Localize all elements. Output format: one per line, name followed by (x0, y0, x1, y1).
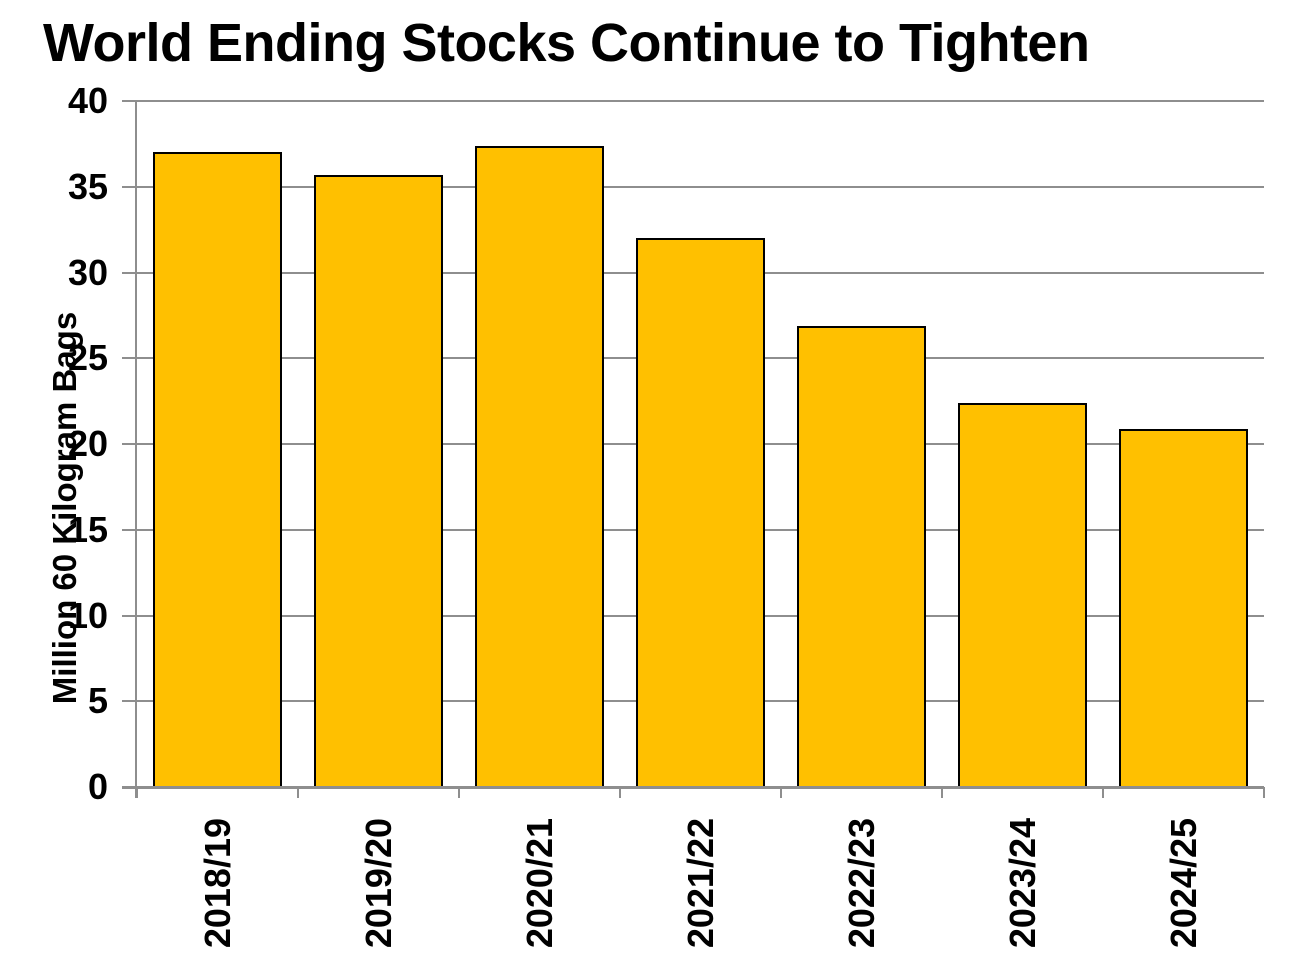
bar-2023/24 (958, 402, 1087, 788)
x-axis-tick (780, 787, 782, 798)
x-axis-label: 2018/19 (196, 818, 238, 949)
x-axis-tick (941, 787, 943, 798)
y-axis-line (135, 100, 137, 798)
y-axis-tick-label: 20 (67, 423, 108, 464)
x-axis-label: 2020/21 (518, 818, 560, 949)
y-axis-tick (122, 700, 137, 703)
y-axis-tick (122, 357, 137, 360)
y-axis-tick (122, 443, 137, 445)
y-axis-tick (122, 100, 137, 102)
x-axis-tick (1263, 787, 1265, 798)
bar-2024/25 (1119, 428, 1248, 788)
bar-2018/19 (153, 152, 282, 788)
bar-2019/20 (314, 174, 443, 788)
y-axis-tick-label: 40 (67, 80, 108, 121)
x-axis-label: 2019/20 (357, 818, 399, 949)
x-axis-label: 2023/24 (1001, 818, 1043, 949)
bar-2021/22 (636, 238, 765, 788)
x-axis-label: 2024/25 (1162, 818, 1204, 949)
y-axis-tick (122, 271, 137, 274)
y-axis-tick (122, 185, 137, 188)
bar-2022/23 (797, 325, 926, 788)
y-axis-tick-label: 0 (87, 766, 108, 807)
x-axis-tick (458, 787, 460, 798)
y-axis-tick-label: 5 (87, 680, 108, 722)
y-axis-tick-label: 25 (67, 337, 108, 379)
x-axis-line (122, 786, 1264, 789)
y-axis-tick (122, 528, 137, 531)
x-axis-label: 2022/23 (840, 818, 882, 949)
x-axis-tick (136, 787, 138, 798)
y-axis-tick (122, 614, 137, 617)
y-axis-tick-label: 10 (67, 594, 108, 636)
x-axis-tick (297, 787, 299, 798)
gridline (137, 185, 1264, 188)
y-axis-tick-label: 30 (67, 251, 108, 293)
chart-title: World Ending Stocks Continue to Tighten (43, 13, 1090, 73)
y-axis-tick-label: 15 (67, 508, 108, 550)
x-axis-tick (1102, 787, 1104, 798)
bar-2020/21 (475, 145, 604, 788)
x-axis-label: 2021/22 (679, 818, 721, 949)
y-axis-tick-label: 35 (67, 165, 108, 207)
gridline (137, 100, 1264, 102)
x-axis-tick (619, 787, 621, 798)
